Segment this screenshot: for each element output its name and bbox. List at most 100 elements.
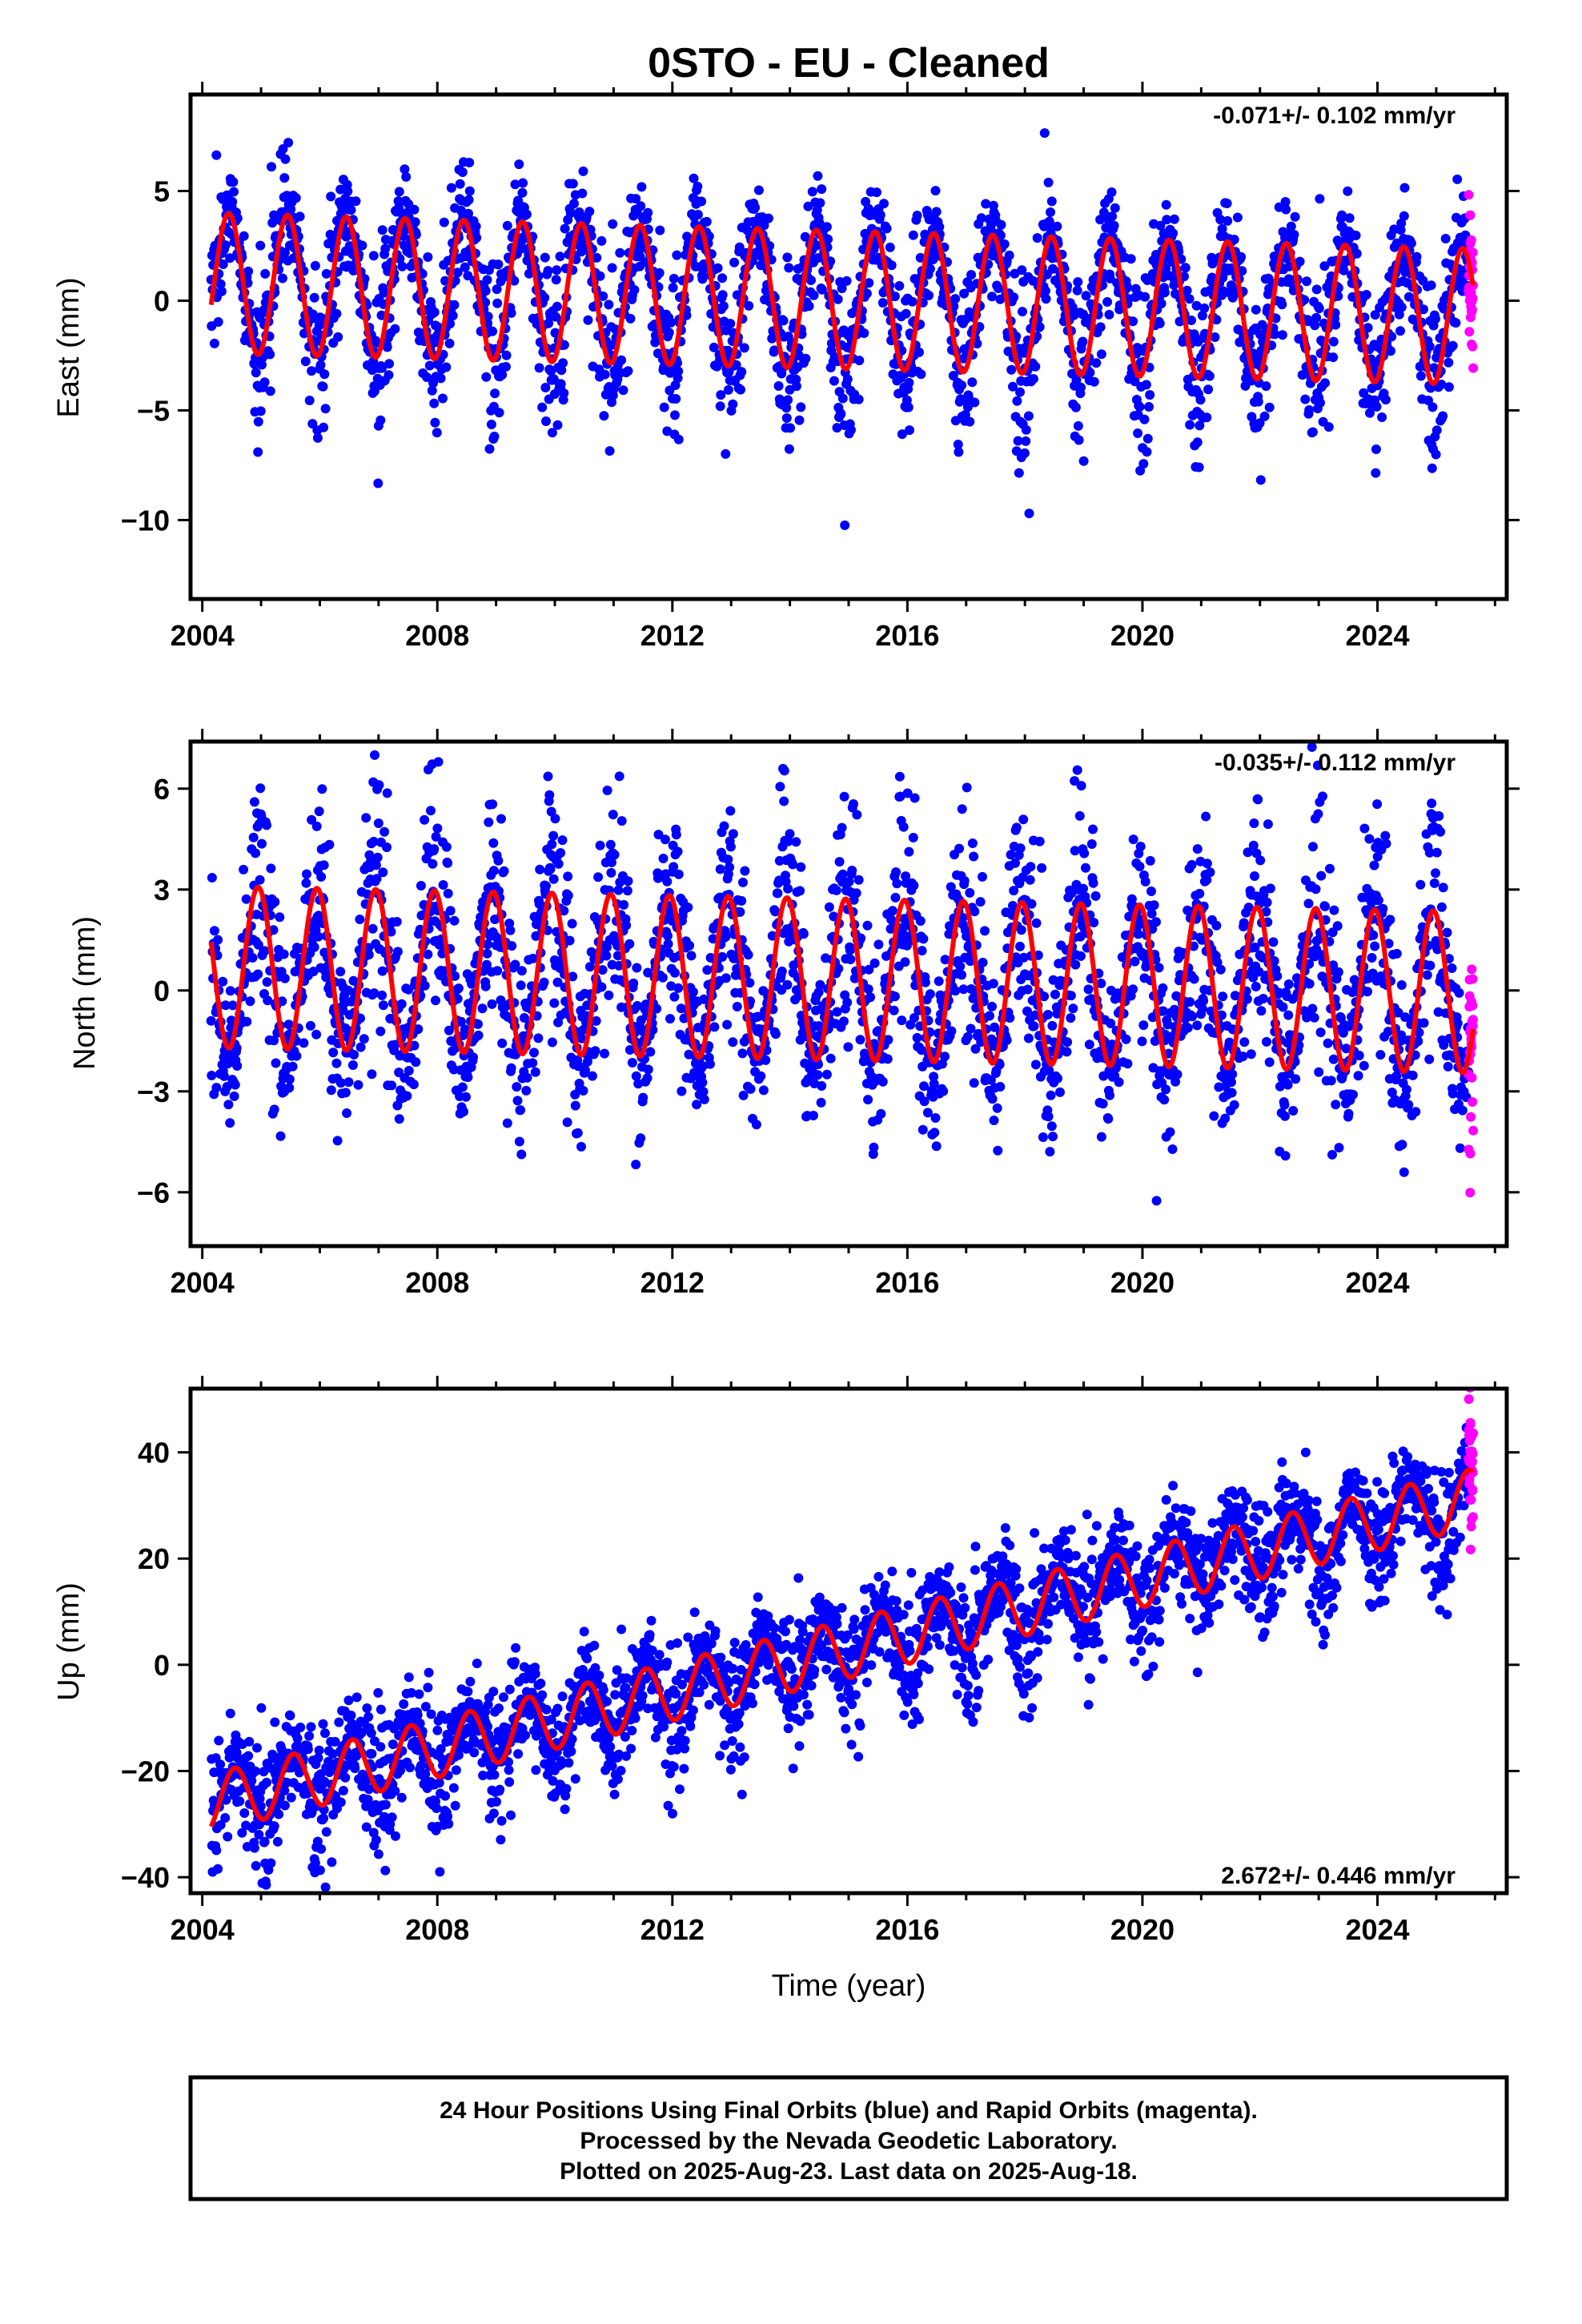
north-final-orbit-point xyxy=(887,906,897,916)
north-final-orbit-point xyxy=(428,858,438,869)
north-final-orbit-point xyxy=(468,1052,478,1063)
east-final-orbit-point xyxy=(229,187,239,197)
north-final-orbit-point xyxy=(813,1070,823,1080)
north-final-orbit-point xyxy=(1083,984,1094,995)
east-final-orbit-point xyxy=(1078,309,1088,320)
north-final-orbit-point xyxy=(1047,1020,1058,1031)
east-x-tick-label: 2024 xyxy=(1345,619,1409,652)
east-final-orbit-point xyxy=(812,240,822,251)
east-final-orbit-point xyxy=(1406,238,1416,248)
north-final-orbit-point xyxy=(453,983,464,994)
north-final-orbit-point xyxy=(839,1016,849,1027)
east-rapid-orbit-point xyxy=(1468,363,1479,373)
north-final-orbit-point xyxy=(1278,1002,1288,1012)
north-final-orbit-point xyxy=(897,1015,907,1026)
east-final-orbit-point xyxy=(436,373,446,384)
east-final-orbit-point xyxy=(723,345,733,356)
east-final-orbit-point xyxy=(368,251,379,261)
east-final-orbit-point xyxy=(664,328,674,338)
east-final-orbit-point xyxy=(716,390,726,400)
east-final-orbit-point xyxy=(1399,211,1409,221)
north-final-orbit-point xyxy=(564,935,575,946)
north-final-orbit-point xyxy=(1022,1006,1032,1016)
east-final-orbit-point xyxy=(218,259,228,269)
east-final-orbit-point xyxy=(823,234,833,244)
north-final-orbit-point xyxy=(378,1000,388,1011)
east-final-orbit-point xyxy=(784,444,794,454)
east-final-orbit-point xyxy=(1289,230,1299,239)
east-final-orbit-point xyxy=(662,426,673,436)
north-final-orbit-point xyxy=(934,976,944,987)
east-final-orbit-point xyxy=(914,347,924,357)
north-final-orbit-point xyxy=(609,850,620,860)
east-final-orbit-point xyxy=(320,404,331,414)
north-final-orbit-point xyxy=(967,838,978,848)
north-final-orbit-point xyxy=(1249,818,1259,828)
east-final-orbit-point xyxy=(1018,307,1027,317)
north-final-orbit-point xyxy=(269,1104,279,1115)
north-final-orbit-point xyxy=(516,1149,527,1160)
east-final-orbit-point xyxy=(1141,380,1151,390)
north-final-orbit-point xyxy=(340,1088,351,1098)
north-final-orbit-point xyxy=(1078,883,1088,894)
east-final-orbit-point xyxy=(697,274,708,284)
east-final-orbit-point xyxy=(1070,402,1081,412)
north-final-orbit-point xyxy=(426,806,436,816)
east-final-orbit-point xyxy=(1168,228,1178,239)
east-final-orbit-point xyxy=(540,383,551,392)
east-final-orbit-point xyxy=(1043,177,1054,187)
east-final-orbit-point xyxy=(351,196,361,207)
east-final-orbit-point xyxy=(773,381,784,391)
north-final-orbit-point xyxy=(493,855,504,866)
north-final-orbit-point xyxy=(355,1042,366,1052)
north-final-orbit-point xyxy=(367,1069,377,1080)
east-final-orbit-point xyxy=(584,207,595,217)
east-final-orbit-point xyxy=(901,395,912,405)
north-final-orbit-point xyxy=(1268,937,1279,947)
east-final-orbit-point xyxy=(886,260,897,271)
east-y-axis-label: East (mm) xyxy=(52,277,86,417)
east-final-orbit-point xyxy=(750,203,761,213)
east-final-orbit-point xyxy=(701,216,712,227)
east-final-orbit-point xyxy=(565,208,576,218)
north-final-orbit-point xyxy=(869,958,880,968)
east-final-orbit-point xyxy=(445,319,456,329)
east-final-orbit-point xyxy=(1427,463,1437,473)
north-final-orbit-point xyxy=(309,942,319,952)
north-final-orbit-point xyxy=(1255,855,1266,866)
north-final-orbit-point xyxy=(367,923,378,934)
north-final-orbit-point xyxy=(1137,1036,1147,1047)
north-final-orbit-point xyxy=(1045,1147,1055,1157)
east-final-orbit-point xyxy=(1380,395,1391,405)
north-final-orbit-point xyxy=(372,852,383,862)
north-final-orbit-point xyxy=(688,987,698,997)
east-final-orbit-point xyxy=(1012,396,1022,406)
north-final-orbit-point xyxy=(1246,1049,1256,1059)
north-final-orbit-point xyxy=(378,867,388,878)
east-final-orbit-point xyxy=(1447,340,1458,351)
east-final-orbit-point xyxy=(395,254,405,264)
north-final-orbit-point xyxy=(904,846,914,857)
east-final-orbit-point xyxy=(228,177,239,187)
east-final-orbit-point xyxy=(753,185,764,195)
north-final-orbit-point xyxy=(622,886,632,896)
east-final-orbit-point xyxy=(1110,203,1120,213)
east-final-orbit-point xyxy=(763,213,773,223)
east-final-orbit-point xyxy=(948,371,958,381)
north-final-orbit-point xyxy=(985,1011,994,1021)
east-final-orbit-point xyxy=(1286,221,1296,231)
east-final-orbit-point xyxy=(737,367,747,377)
east-final-orbit-point xyxy=(1076,382,1086,392)
east-final-orbit-point xyxy=(713,263,723,273)
east-final-orbit-point xyxy=(1290,211,1300,222)
east-final-orbit-point xyxy=(216,286,227,296)
north-final-orbit-point xyxy=(833,963,844,974)
north-final-orbit-point xyxy=(553,858,564,869)
north-final-orbit-point xyxy=(1006,850,1016,860)
east-final-orbit-point xyxy=(321,268,331,279)
north-final-orbit-point xyxy=(361,813,371,823)
north-final-orbit-point xyxy=(305,1020,315,1031)
east-final-orbit-point xyxy=(1438,411,1448,421)
east-final-orbit-point xyxy=(255,406,266,416)
east-final-orbit-point xyxy=(797,329,807,340)
